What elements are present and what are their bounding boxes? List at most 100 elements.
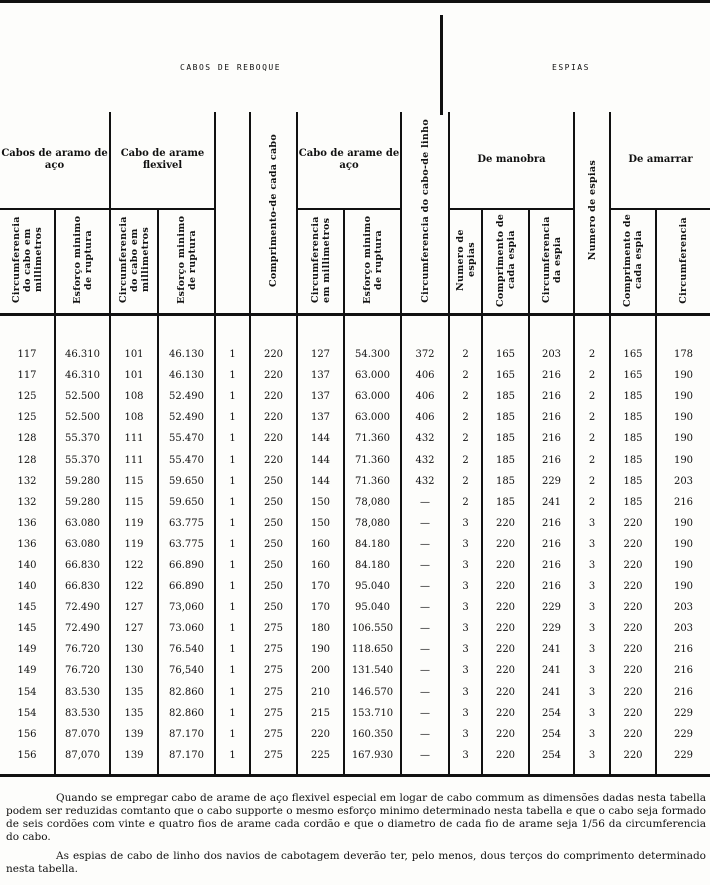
table-cell: 136 [17,517,37,529]
table-cell: 1 [214,744,250,766]
table-cell: 2 [448,365,482,387]
table-cell: 1 [214,533,250,555]
table-cell: 144 [296,470,344,492]
table-cell: 185 [481,386,529,408]
table-cell: 66.890 [157,576,215,598]
table-cell: 3 [448,618,482,640]
table-cell: — [400,723,449,745]
pad-cell [214,765,250,777]
table-cell: 76.720 [54,660,110,682]
table-cell: 3 [573,723,610,745]
table-cell: 170 [296,576,344,598]
table-cell: 130 [109,639,158,661]
table-cell: 63.000 [343,407,401,429]
table-cell: 250 [249,470,297,492]
table-row: 140 66.830 122 66.890 1 250 170 95.040—3 220 216 3… [0,576,710,598]
table-cell: 84.180 [343,533,401,555]
table-cell: 1 [214,449,250,471]
table-cell: 3 [573,681,610,703]
table-cell: 220 [481,639,529,661]
table-cell: 78,080 [343,512,401,534]
table-cell: 3 [448,681,482,703]
table-cell: 160 [296,554,344,577]
pad-cell [157,765,215,777]
table-cell: 1 [214,723,250,745]
table-cell: 149 [17,644,37,656]
table-cell: 153.710 [343,702,401,724]
table-cell: 2 [573,386,610,408]
table-cell: 275 [249,618,297,640]
table-cell: 130 [109,660,158,682]
table-row: 136 63.080 119 63.775 1 250 160 84.180—3 220 216 3… [0,533,710,555]
section-title-espias: ESPIAS [552,63,590,72]
table-cell: 84.180 [343,554,401,577]
table-cell: 71.360 [343,428,401,450]
table-cell: 2 [573,449,610,471]
section-divider [440,15,443,115]
table-cell: 139 [109,723,158,745]
table-cell: 55.370 [54,449,110,471]
table-cell: 220 [609,702,656,724]
table-cell: 185 [481,449,529,471]
table-cell: 125 [17,412,37,424]
table-cell: 220 [609,639,656,661]
table-cell: 190 [655,428,710,450]
footer-note-2: As espias de cabo de linho dos navios de… [6,850,706,875]
table-cell: 406 [400,386,449,408]
table-cell: 52.490 [157,407,215,429]
table-cell: 76,540 [157,660,215,682]
pad-cell [54,765,110,777]
blank-column-header [214,112,250,315]
table-row: 149 76.720 130 76,540 1 275 200 131.540—3 220 241… [0,660,710,682]
pad-cell [528,765,574,777]
footer-note-1: Quando se empregar cabo de arame de aço … [6,792,706,843]
table-cell: 216 [528,576,574,598]
table-cell: 185 [481,491,529,513]
subheader-col-7: Esforço minimo de ruptura [343,209,401,315]
table-cell: 3 [448,597,482,619]
table-cell: 3 [573,554,610,577]
table-cell: 229 [528,597,574,619]
table-cell: 71.360 [343,449,401,471]
table-cell: 220 [481,702,529,724]
table-cell: 190 [655,407,710,429]
table-cell: 210 [296,681,344,703]
table-cell: 117 [17,370,37,382]
group-de-amarrar: De amarrar [609,112,710,210]
spacer-cell [609,314,656,344]
table-cell: 250 [249,597,297,619]
table-cell: 156 [17,749,37,761]
table-cell: 190 [296,639,344,661]
table-cell: 76.540 [157,639,215,661]
subheader-label: Circumferencia [678,216,689,304]
pad-cell [609,765,656,777]
table-cell: 2 [573,365,610,387]
table-cell: 220 [481,597,529,619]
table-cell: 128 [17,433,37,445]
table-cell: 190 [655,512,710,534]
table-cell: 3 [448,554,482,577]
table-cell: 250 [249,533,297,555]
table-cell: 220 [609,618,656,640]
table-cell: 1 [214,618,250,640]
table-cell: 137 [296,386,344,408]
table-cell: 87.070 [54,723,110,745]
table-cell: 122 [109,554,158,577]
subheader-col-10: Comprimento de cada espia [481,209,529,315]
spacer-cell [448,314,482,344]
table-row: 132 59.280 115 59.650 1 250 144 71.360 432 2 185 22… [0,470,710,492]
table-cell: 63.000 [343,365,401,387]
table-cell: 156 [17,728,37,740]
table-cell: 87.170 [157,723,215,745]
table-cell: 220 [609,681,656,703]
table-cell: 127 [109,618,158,640]
table-cell: 154 [17,686,37,698]
spacer-cell [109,314,158,344]
table-cell: 73.060 [157,618,215,640]
spacer-cell [157,314,215,344]
table-cell: 220 [481,533,529,555]
table-cell: 76.720 [54,639,110,661]
table-cell: 3 [573,597,610,619]
table-cell: 167.930 [343,744,401,766]
table-row: 128 55.370 111 55.470 1 220 144 71.360 432 2 185 21… [0,428,710,450]
